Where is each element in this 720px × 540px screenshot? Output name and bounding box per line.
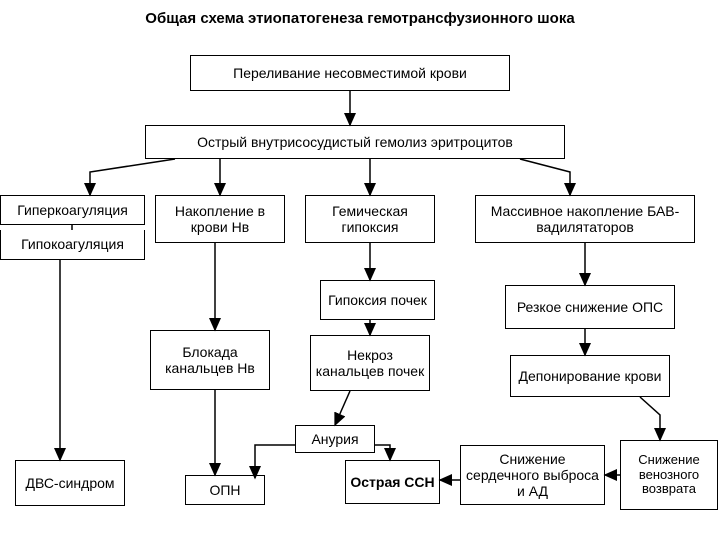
node-cardiac-drop: Снижение сердечного выброса и АД (460, 445, 605, 505)
node-blood-deposit: Депонирование крови (510, 355, 670, 397)
node-tubule-block: Блокада канальцев Нв (150, 330, 270, 390)
node-hemolysis: Острый внутрисосудистый гемолиз эритроци… (145, 125, 565, 159)
diagram-title: Общая схема этиопатогенеза гемотрансфузи… (80, 10, 640, 27)
node-hb-accum: Накопление в крови Нв (155, 195, 285, 243)
node-tubule-necrosis: Некроз канальцев почек (310, 335, 430, 391)
node-anuria: Анурия (295, 425, 375, 453)
node-ssn: Острая ССН (345, 460, 440, 504)
node-hemic-hypoxia: Гемическая гипоксия (305, 195, 435, 243)
node-kidney-hypoxia: Гипоксия почек (320, 280, 435, 320)
node-hypocoag: Гипокоагуляция (0, 230, 145, 260)
node-bav: Массивное накопление БАВ-вадилятаторов (475, 195, 695, 243)
node-hypercoag: Гиперкоагуляция (0, 195, 145, 225)
node-opn: ОПН (185, 475, 265, 505)
node-transfusion: Переливание несовместимой крови (190, 55, 510, 91)
node-dvs: ДВС-синдром (15, 460, 125, 506)
node-venous-drop: Снижение венозного возврата (620, 440, 718, 510)
node-ops-drop: Резкое снижение ОПС (505, 285, 675, 329)
